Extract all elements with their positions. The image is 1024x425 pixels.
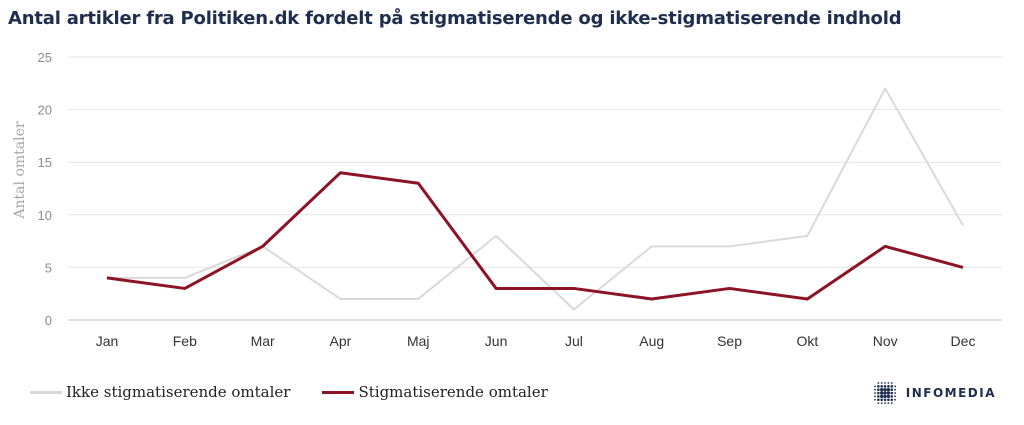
logo-dot [883, 394, 887, 399]
logo-dot [877, 402, 879, 404]
logo-dot [886, 385, 890, 388]
logo-dot [886, 398, 890, 402]
logo-dot [893, 398, 896, 401]
y-tick-label: 25 [38, 50, 52, 65]
logo-dot [879, 394, 884, 399]
y-axis-ticks: 0 5 10 15 20 25 [38, 50, 52, 328]
logo-dot [890, 402, 893, 404]
series-lines [106, 87, 964, 311]
legend-swatch [30, 390, 62, 394]
logo-dot [890, 398, 893, 402]
x-axis-ticks: Jan Feb Mar Apr Maj Jun Jul Aug Sep Okt Nov Dec [96, 333, 976, 349]
x-tick-label: Aug [639, 333, 664, 349]
y-tick-label: 5 [45, 260, 52, 275]
x-tick-label: Apr [330, 333, 352, 349]
logo-dot [887, 382, 890, 384]
x-tick-label: Dec [951, 333, 976, 349]
logo-dot [877, 382, 879, 384]
logo-dot [890, 382, 893, 384]
chart-title: Antal artikler fra Politiken.dk fordelt … [8, 8, 902, 29]
logo-dot [893, 388, 896, 391]
logo-dot [886, 391, 890, 395]
logo-dot [880, 402, 883, 404]
legend-item-stigmatiserende: Stigmatiserende omtaler [322, 383, 548, 401]
x-tick-label: Jun [485, 333, 508, 349]
logo-dot [879, 388, 884, 392]
legend-label: Stigmatiserende omtaler [358, 383, 548, 401]
logo-dot [876, 398, 880, 402]
brand-name: INFOMEDIA [905, 386, 996, 400]
logo-dot [880, 385, 883, 388]
x-tick-label: Feb [173, 333, 197, 349]
logo-dot [890, 385, 893, 388]
logo-dot [876, 395, 880, 398]
logo-dot [876, 391, 880, 395]
gridlines [68, 56, 1002, 321]
x-tick-label: Sep [717, 333, 742, 349]
logo-dot [873, 395, 876, 398]
x-tick-label: Mar [251, 333, 275, 349]
chart-legend: Ikke stigmatiserende omtaler Stigmatiser… [30, 383, 580, 401]
logo-dot [883, 391, 887, 395]
logo-dot [883, 388, 887, 392]
logo-dot [873, 388, 876, 391]
legend-swatch [322, 390, 355, 394]
series-line-stigmatiserende [106, 171, 964, 301]
logo-dot [883, 398, 887, 402]
infomedia-logo-icon [873, 382, 896, 404]
logo-dot [880, 398, 883, 402]
logo-dot [883, 385, 887, 388]
series-line-ikke-stigmatiserende [107, 87, 964, 311]
logo-dot [883, 382, 886, 384]
logo-dot [886, 394, 890, 399]
x-tick-label: Nov [873, 333, 898, 349]
legend-label: Ikke stigmatiserende omtaler [66, 383, 291, 401]
logo-dot [883, 402, 886, 404]
y-axis-label: Antal omtaler [12, 121, 28, 219]
infomedia-brand: INFOMEDIA [872, 380, 996, 406]
logo-dot [880, 382, 883, 384]
logo-dot [890, 391, 893, 395]
y-tick-label: 20 [38, 103, 52, 118]
logo-dot [879, 391, 884, 395]
logo-dot [893, 385, 896, 388]
logo-dot [890, 395, 893, 398]
y-tick-label: 10 [38, 208, 52, 223]
logo-dot [873, 392, 876, 394]
logo-dot [893, 392, 896, 394]
logo-dot [876, 385, 880, 388]
x-tick-label: Okt [796, 333, 818, 349]
legend-item-ikke-stigmatiserende: Ikke stigmatiserende omtaler [30, 383, 290, 401]
x-tick-label: Jul [565, 333, 583, 349]
logo-dot [893, 395, 896, 398]
logo-dot [873, 398, 876, 401]
logo-dot [890, 388, 893, 391]
logo-dot [886, 388, 890, 392]
logo-dot [887, 402, 890, 404]
logo-dot [876, 388, 880, 391]
logo-dot [873, 385, 876, 388]
x-tick-label: Jan [96, 333, 119, 349]
y-tick-label: 15 [38, 155, 52, 170]
x-tick-label: Maj [407, 333, 430, 349]
y-tick-label: 0 [45, 313, 52, 328]
